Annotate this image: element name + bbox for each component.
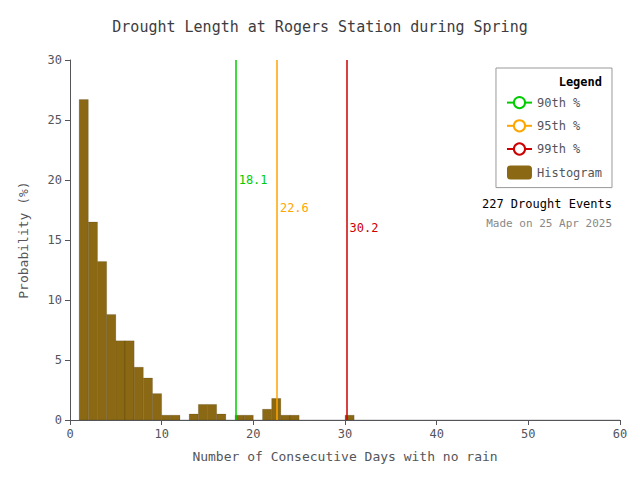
svg-text:30.2: 30.2 — [350, 221, 379, 235]
svg-text:Probability (%): Probability (%) — [16, 181, 31, 298]
svg-text:60: 60 — [613, 427, 627, 441]
svg-text:90th %: 90th % — [537, 96, 581, 110]
svg-text:30: 30 — [338, 427, 352, 441]
svg-text:10: 10 — [154, 427, 168, 441]
svg-text:18.1: 18.1 — [239, 173, 268, 187]
svg-text:20: 20 — [246, 427, 260, 441]
svg-text:20: 20 — [48, 173, 62, 187]
svg-text:30: 30 — [48, 53, 62, 67]
svg-text:5: 5 — [55, 353, 62, 367]
svg-text:Legend: Legend — [559, 75, 602, 89]
svg-text:15: 15 — [48, 233, 62, 247]
svg-text:Made on 25 Apr 2025: Made on 25 Apr 2025 — [486, 217, 612, 230]
svg-text:50: 50 — [521, 427, 535, 441]
svg-text:0: 0 — [66, 427, 73, 441]
svg-text:0: 0 — [55, 413, 62, 427]
svg-text:22.6: 22.6 — [280, 201, 309, 215]
svg-text:25: 25 — [48, 113, 62, 127]
svg-text:Number of Consecutive Days wit: Number of Consecutive Days with no rain — [192, 449, 497, 464]
svg-text:227 Drought Events: 227 Drought Events — [482, 197, 612, 211]
svg-text:10: 10 — [48, 293, 62, 307]
svg-text:95th %: 95th % — [537, 119, 581, 133]
svg-text:Drought Length at Rogers Stati: Drought Length at Rogers Station during … — [112, 18, 527, 36]
svg-text:Histogram: Histogram — [537, 166, 602, 180]
svg-text:99th %: 99th % — [537, 142, 581, 156]
svg-text:40: 40 — [429, 427, 443, 441]
